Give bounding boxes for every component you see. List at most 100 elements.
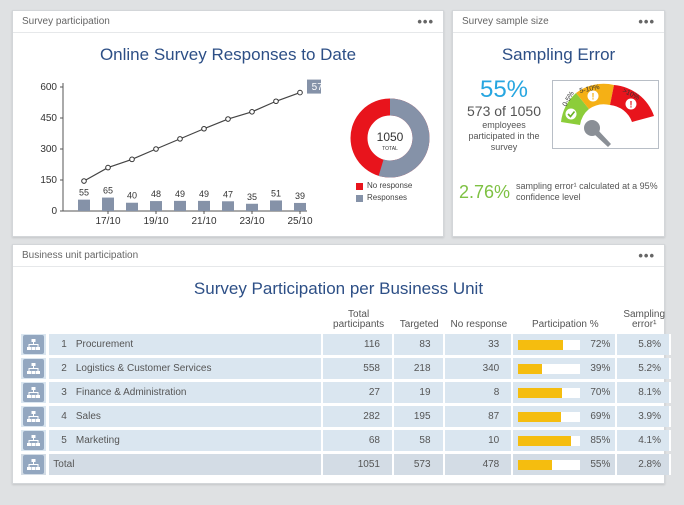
targeted-cell: 573 — [393, 454, 445, 475]
table-row[interactable]: 3 Finance & Administration 27 19 8 70% 8.1% — [21, 382, 671, 403]
participation-summary: 55% 573 of 1050 employees participated i… — [459, 77, 549, 153]
bar — [126, 202, 138, 211]
table-row[interactable]: 4 Sales 282 195 87 69% 3.9% — [21, 406, 671, 427]
org-chart-icon[interactable] — [23, 455, 44, 474]
panel-header-title: Business unit participation — [22, 250, 139, 261]
bar — [198, 200, 210, 211]
total-participants-cell: 1051 — [323, 454, 394, 475]
responses-line — [83, 92, 301, 182]
participation-bar — [518, 363, 543, 374]
business-unit-table: Total participants Targeted No response … — [21, 307, 671, 478]
gauge-pivot — [584, 120, 600, 136]
bar-value-label: 47 — [223, 189, 233, 199]
participation-bar-track — [518, 435, 581, 446]
participation-count: 573 of 1050 — [467, 103, 541, 119]
no-response-cell: 10 — [444, 430, 514, 451]
svg-text:!: ! — [592, 92, 595, 102]
line-point — [105, 164, 111, 171]
business-unit-icon-cell — [21, 334, 50, 355]
participation-pct: 85% — [590, 435, 611, 446]
legend-swatch — [356, 182, 363, 190]
participation-bar — [518, 459, 553, 470]
bar — [174, 200, 186, 211]
business-unit-icon-cell — [21, 430, 50, 451]
business-unit-name-cell: 5 Marketing — [49, 430, 324, 451]
participation-pct: 55% — [590, 459, 611, 470]
targeted-cell: 83 — [393, 334, 445, 355]
legend-swatch — [356, 194, 363, 202]
no-response-cell: 33 — [444, 334, 514, 355]
panel-header: Survey participation ••• — [13, 11, 443, 33]
x-tick-label: 17/10 — [95, 216, 120, 227]
org-chart-icon[interactable] — [23, 431, 44, 450]
more-options-icon[interactable]: ••• — [417, 14, 434, 29]
sampling-error-cell: 4.1% — [617, 430, 671, 451]
participation-bar-track — [518, 459, 581, 470]
donut-center-label: TOTAL — [382, 146, 398, 152]
y-tick-label: 450 — [40, 113, 57, 124]
business-unit-name: Sales — [75, 411, 101, 422]
gauge-check-icon — [565, 108, 577, 120]
business-unit-name-cell: 4 Sales — [49, 406, 324, 427]
targeted-cell: 58 — [393, 430, 445, 451]
participation-description: employees participated in the survey — [468, 120, 540, 152]
org-chart-icon[interactable] — [23, 407, 44, 426]
y-tick-label: 150 — [40, 175, 57, 186]
donut-responses — [350, 98, 430, 178]
participation-cell: 69% — [513, 406, 618, 427]
sampling-error-cell: 5.8% — [617, 334, 671, 355]
response-donut: 1050 TOTAL — [350, 98, 430, 178]
participation-cell: 85% — [513, 430, 618, 451]
latest-value-badge — [307, 79, 321, 94]
line-point — [201, 125, 207, 132]
donut-center-value: 1050 — [377, 130, 404, 144]
sampling-error-cell: 8.1% — [617, 382, 671, 403]
table-row[interactable]: 2 Logistics & Customer Services 558 218 340 3… — [21, 358, 671, 379]
org-chart-icon[interactable] — [23, 335, 44, 354]
more-options-icon[interactable]: ••• — [638, 14, 655, 29]
targeted-cell: 218 — [393, 358, 445, 379]
participation-pct: 39% — [590, 363, 611, 374]
participation-pct: 70% — [590, 387, 611, 398]
business-unit-name-cell: 1 Procurement — [49, 334, 324, 355]
legend-label: No response — [367, 181, 413, 190]
y-tick-label: 0 — [51, 206, 57, 217]
more-options-icon[interactable]: ••• — [638, 248, 655, 263]
legend-item-no-response: No response — [356, 180, 412, 192]
participation-percent: 55% — [479, 76, 529, 103]
sampling-error-title: Sampling Error — [501, 45, 616, 64]
panel-header: Business unit participation ••• — [13, 245, 664, 267]
business-unit-panel: Business unit participation ••• Survey P… — [12, 244, 671, 484]
sampling-error-cell: 5.2% — [617, 358, 671, 379]
x-tick-label: 19/10 — [143, 216, 168, 227]
table-row[interactable]: 1 Procurement 116 83 33 72% 5.8% — [21, 334, 671, 355]
participation-cell: 72% — [513, 334, 618, 355]
no-response-cell: 87 — [444, 406, 514, 427]
table-row[interactable]: 5 Marketing 68 58 10 85% 4.1% — [21, 430, 671, 451]
org-chart-icon[interactable] — [23, 359, 44, 378]
line-point — [249, 109, 255, 115]
no-response-cell: 478 — [444, 454, 514, 475]
line-point — [81, 178, 87, 184]
table-header-row: Total participants Targeted No response … — [21, 310, 671, 331]
header-total-participants: Total participants — [333, 309, 385, 330]
business-unit-name: Logistics & Customer Services — [75, 363, 212, 374]
bar-value-label: 51 — [271, 188, 281, 198]
participation-bar — [518, 411, 562, 422]
gauge-warning-icon: ! — [587, 90, 599, 102]
participation-bar — [518, 387, 562, 398]
total-participants-cell: 116 — [323, 334, 394, 355]
line-point — [225, 116, 231, 122]
participation-cell: 39% — [513, 358, 618, 379]
gauge-needle — [594, 129, 611, 147]
participation-bar — [518, 435, 571, 446]
line-point — [273, 98, 279, 105]
business-unit-rank: 2 — [61, 363, 67, 374]
table-total-row[interactable]: Total 1051 573 478 55% 2.8% — [21, 454, 671, 475]
legend-item-responses: Responses — [356, 192, 412, 204]
org-chart-icon[interactable] — [23, 383, 44, 402]
bar — [78, 199, 90, 211]
bar — [294, 202, 306, 211]
header-name-col — [49, 310, 323, 331]
bar-value-label: 55 — [79, 188, 89, 198]
